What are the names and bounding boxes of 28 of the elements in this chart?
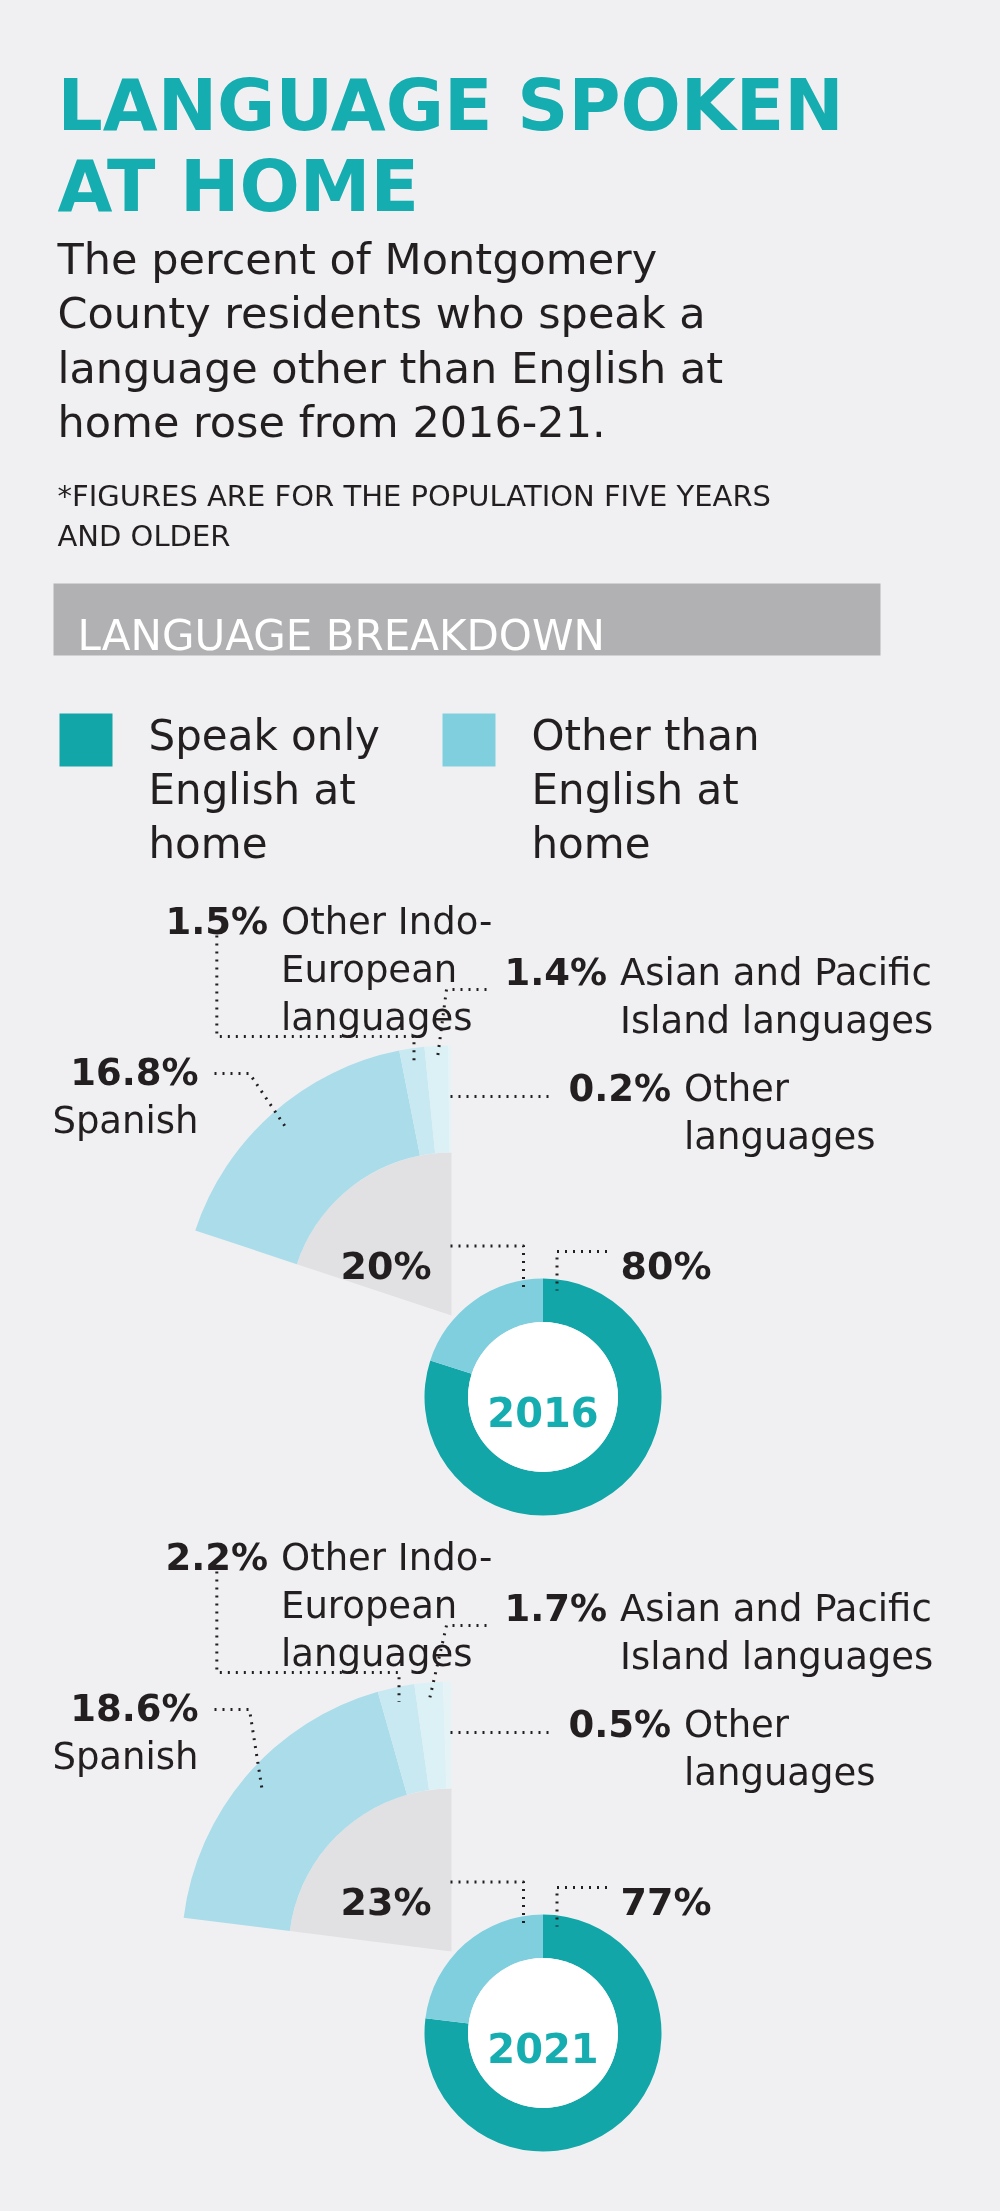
slice-label: 2016 <box>487 1389 599 1436</box>
slice-label: Asian and Pacific Island languages <box>620 951 934 1042</box>
slice-label: Other Indo-European languages <box>281 900 493 1039</box>
data-label: 1.5% <box>165 900 269 943</box>
data-label: 77% <box>620 1879 712 1924</box>
data-label: 16.8% <box>70 1051 199 1094</box>
chart-title: LANGUAGE SPOKEN AT HOME <box>57 64 844 228</box>
text: *FIGURES ARE FOR THE POPULATION FIVE YEARS AND OLDER <box>57 479 771 553</box>
data-label: 0.2% <box>568 1067 672 1110</box>
slice-label: Spanish <box>52 1099 199 1142</box>
chart-subtitle: The percent of Montgomery County residents who speak a language other than English at home rose from 2016-21. <box>56 233 724 447</box>
legend-label: Other than English at home <box>531 711 760 868</box>
legend-label: Speak only English at home <box>148 711 380 868</box>
data-label: 2.2% <box>165 1536 269 1579</box>
text: LANGUAGE BREAKDOWN <box>77 611 605 660</box>
slice-label: Other languages <box>684 1067 876 1158</box>
data-label: 20% <box>340 1243 432 1288</box>
data-label: 0.5% <box>568 1703 672 1746</box>
data-label: 1.4% <box>504 951 608 994</box>
data-label: 1.7% <box>504 1587 608 1630</box>
data-label: 23% <box>340 1879 432 1924</box>
category-label: Other languages <box>684 1703 876 1794</box>
data-label: 18.6% <box>70 1687 199 1730</box>
slice-label: 2021 <box>487 2025 599 2072</box>
data-label: 80% <box>620 1243 712 1288</box>
category-label: Asian and Pacific Island languages <box>620 1587 934 1678</box>
category-label: Other Indo-European languages <box>281 1536 493 1675</box>
category-label: Spanish <box>52 1735 199 1778</box>
